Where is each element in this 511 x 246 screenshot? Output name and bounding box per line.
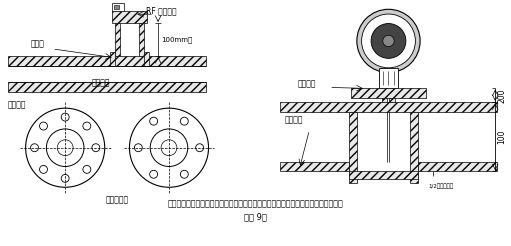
- Text: 插入式流量计短管制作、安装示意图，根据流量计算采用不同的法兰及短管公称直径: 插入式流量计短管制作、安装示意图，根据流量计算采用不同的法兰及短管公称直径: [167, 199, 343, 208]
- Bar: [144, 52, 149, 66]
- Circle shape: [362, 14, 415, 68]
- Bar: [379, 68, 399, 88]
- Text: （图 9）: （图 9）: [244, 212, 266, 221]
- Text: 100mm高: 100mm高: [161, 36, 192, 43]
- Bar: [111, 11, 147, 23]
- Circle shape: [383, 35, 394, 47]
- Bar: [349, 112, 357, 183]
- Text: 管道外壁: 管道外壁: [285, 115, 303, 124]
- Bar: [111, 3, 124, 11]
- Bar: [8, 82, 205, 92]
- Bar: [140, 23, 144, 56]
- Bar: [389, 98, 396, 102]
- Bar: [110, 52, 114, 66]
- Text: 工艺管道: 工艺管道: [8, 100, 27, 109]
- Text: 配套短管: 配套短管: [297, 79, 316, 88]
- Text: 200: 200: [497, 88, 506, 103]
- Circle shape: [357, 9, 420, 73]
- Text: 焊接短管: 焊接短管: [92, 78, 110, 88]
- Circle shape: [371, 24, 406, 58]
- Bar: [410, 112, 418, 183]
- Bar: [114, 23, 120, 56]
- Bar: [351, 88, 426, 98]
- Bar: [280, 102, 497, 112]
- Text: RF 配套法兰: RF 配套法兰: [146, 6, 177, 15]
- Bar: [349, 171, 418, 179]
- Text: 管道中心线: 管道中心线: [105, 195, 129, 204]
- Bar: [280, 162, 349, 171]
- Bar: [113, 5, 119, 9]
- Text: 100: 100: [497, 130, 506, 144]
- Bar: [8, 56, 205, 66]
- Text: 1/2管量管外径: 1/2管量管外径: [428, 183, 453, 189]
- Text: 焊接点: 焊接点: [31, 40, 44, 49]
- Bar: [418, 162, 497, 171]
- Bar: [382, 98, 387, 102]
